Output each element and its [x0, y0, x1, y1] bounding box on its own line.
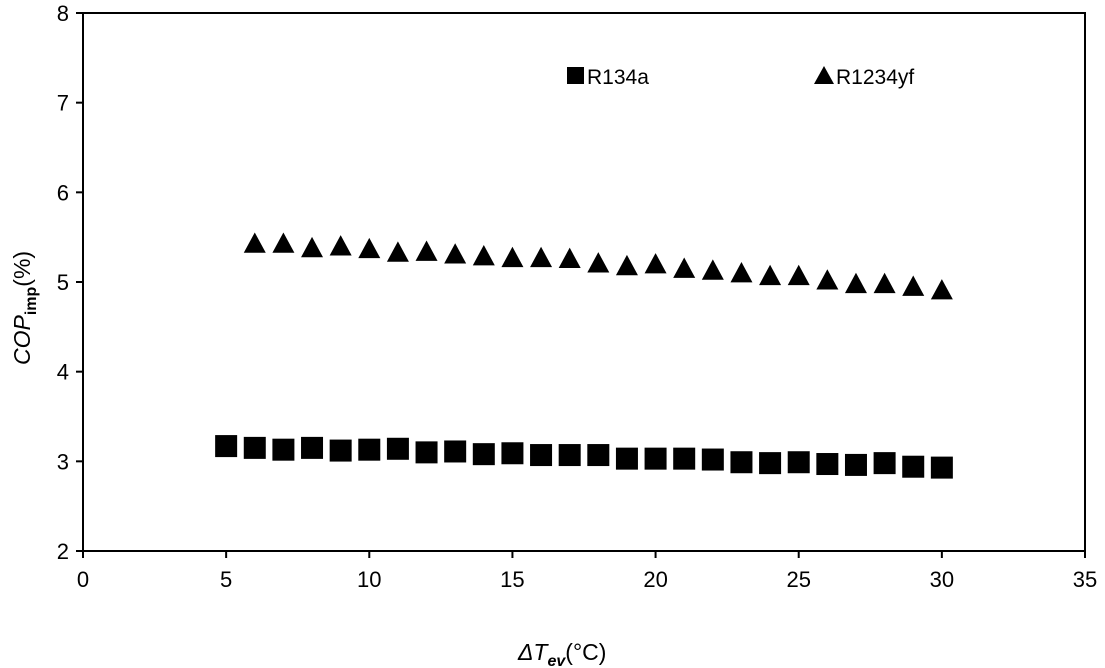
- point-r134a: [329, 439, 352, 462]
- point-r1234yf: [615, 254, 638, 276]
- point-r134a: [243, 436, 266, 459]
- point-r134a: [902, 455, 925, 478]
- y-tick-label: 6: [57, 180, 69, 205]
- x-axis-title-subscript: ev: [547, 653, 566, 668]
- legend-label-r1234yf: R1234yf: [836, 66, 914, 89]
- legend: R134a R1234yf: [567, 66, 914, 89]
- legend-marker-r134a: [567, 67, 584, 84]
- point-r1234yf: [386, 241, 409, 262]
- point-r1234yf: [358, 237, 381, 259]
- point-r1234yf: [444, 243, 467, 264]
- y-tick-label: 3: [57, 449, 69, 474]
- point-r1234yf: [243, 232, 266, 253]
- point-r134a: [615, 447, 638, 470]
- point-r1234yf: [301, 236, 324, 258]
- point-r1234yf: [472, 244, 495, 266]
- y-tick-label: 8: [57, 1, 69, 26]
- point-r134a: [530, 444, 553, 467]
- point-r134a: [444, 440, 467, 463]
- y-tick-label: 5: [57, 270, 69, 295]
- point-r134a: [587, 444, 610, 467]
- x-axis-title-symbol: ΔT: [517, 639, 549, 665]
- point-r1234yf: [930, 279, 953, 300]
- point-r134a: [673, 447, 696, 470]
- x-axis-title-unit: (°C): [565, 639, 606, 665]
- y-tick-label: 2: [57, 539, 69, 564]
- point-r1234yf: [902, 275, 925, 296]
- legend-label-r134a: R134a: [587, 66, 649, 89]
- point-r134a: [558, 444, 581, 467]
- point-r1234yf: [329, 235, 352, 256]
- point-r134a: [816, 453, 839, 476]
- y-axis-title-unit: (%): [9, 251, 35, 287]
- point-r134a: [358, 438, 381, 461]
- x-axis-ticks: 0 5 10 15 20 25 30 35: [77, 551, 1097, 592]
- point-r134a: [644, 447, 667, 470]
- point-r1234yf: [558, 247, 581, 269]
- point-r134a: [873, 452, 896, 475]
- y-axis-ticks: 2 3 4 5 6 7 8: [57, 1, 83, 564]
- point-r134a: [701, 448, 724, 471]
- point-r1234yf: [730, 262, 753, 283]
- y-tick-label: 4: [57, 360, 69, 385]
- point-r134a: [301, 436, 324, 459]
- point-r1234yf: [701, 259, 724, 280]
- point-r134a: [215, 435, 238, 458]
- y-tick-label: 7: [57, 91, 69, 116]
- point-r1234yf: [787, 264, 810, 286]
- point-r1234yf: [501, 246, 524, 268]
- point-r1234yf: [644, 253, 667, 274]
- point-r1234yf: [816, 269, 839, 290]
- point-r1234yf: [759, 264, 782, 286]
- x-tick-label: 35: [1073, 567, 1097, 592]
- x-tick-label: 25: [786, 567, 810, 592]
- point-r1234yf: [272, 232, 295, 253]
- y-axis-title: COPimp(%): [9, 251, 40, 365]
- y-axis-title-subscript: imp: [23, 286, 40, 315]
- point-r134a: [759, 452, 782, 475]
- data-marks: [215, 232, 953, 479]
- point-r1234yf: [587, 252, 610, 273]
- point-r1234yf: [673, 257, 696, 278]
- point-r1234yf: [415, 240, 438, 261]
- x-tick-label: 0: [77, 567, 89, 592]
- point-r1234yf: [873, 272, 896, 294]
- point-r134a: [415, 441, 438, 464]
- x-tick-label: 15: [500, 567, 524, 592]
- point-r1234yf: [530, 246, 553, 268]
- x-tick-label: 5: [220, 567, 232, 592]
- legend-marker-r1234yf: [814, 66, 834, 84]
- y-axis-title-symbol: COP: [9, 315, 35, 366]
- x-axis-title: ΔTev(°C): [517, 639, 606, 668]
- point-r134a: [930, 456, 953, 479]
- point-r134a: [501, 442, 524, 465]
- point-r134a: [272, 438, 295, 461]
- point-r134a: [787, 451, 810, 474]
- point-r1234yf: [844, 272, 867, 294]
- point-r134a: [472, 443, 495, 466]
- x-tick-label: 20: [643, 567, 667, 592]
- point-r134a: [386, 437, 409, 460]
- x-tick-label: 30: [930, 567, 954, 592]
- x-tick-label: 10: [357, 567, 381, 592]
- point-r134a: [730, 451, 753, 474]
- point-r134a: [844, 453, 867, 476]
